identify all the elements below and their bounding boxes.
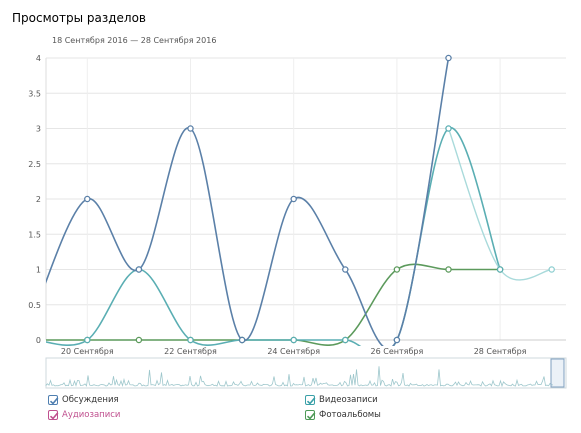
checkbox-audio[interactable] (48, 410, 59, 420)
legend: Обсуждения Видеозаписи Аудиозаписи Фотоа… (46, 393, 566, 427)
series-line-faded (447, 128, 552, 281)
check-icon (49, 412, 59, 420)
data-point (445, 54, 452, 62)
navigator-selection-handle (550, 358, 565, 388)
data-point (187, 125, 194, 132)
chart-title: Просмотры разделов (12, 11, 146, 25)
legend-item-discussions[interactable]: Обсуждения (48, 395, 119, 405)
check-icon (306, 397, 316, 405)
data-point (135, 266, 143, 273)
check-icon (49, 397, 59, 405)
legend-label-discussions: Обсуждения (62, 395, 119, 405)
legend-item-photos[interactable]: Фотоальбомы (305, 410, 381, 420)
data-point (290, 336, 297, 344)
legend-label-photos: Фотоальбомы (319, 410, 381, 420)
data-point (342, 266, 349, 273)
y-tick-label: 3 (36, 125, 41, 134)
data-point (393, 336, 401, 344)
legend-label-videos: Видеозаписи (319, 395, 378, 405)
series-line (46, 127, 501, 346)
data-point (238, 336, 246, 344)
navigator-sparkline (45, 366, 553, 388)
x-tick-label: 24 Сентября (267, 347, 320, 356)
data-point (548, 266, 555, 273)
data-point (342, 336, 349, 344)
y-tick-label: 2.5 (28, 160, 41, 169)
data-point (135, 336, 143, 344)
checkbox-discussions[interactable] (48, 395, 59, 405)
checkbox-photos[interactable] (305, 410, 316, 420)
data-point (84, 336, 91, 344)
y-tick-label: 0.5 (28, 301, 41, 310)
legend-item-videos[interactable]: Видеозаписи (305, 395, 378, 405)
x-tick-label: 20 Сентября (61, 347, 114, 356)
legend-label-audio: Аудиозаписи (62, 410, 121, 420)
legend-item-audio[interactable]: Аудиозаписи (48, 410, 120, 420)
data-point (290, 195, 297, 203)
x-tick-label: 22 Сентября (164, 347, 217, 356)
check-icon (306, 412, 316, 420)
checkbox-videos[interactable] (305, 395, 316, 405)
data-point (445, 125, 452, 132)
y-tick-label: 0 (36, 336, 41, 345)
y-tick-label: 3.5 (28, 89, 41, 98)
y-tick-label: 4 (36, 54, 41, 63)
x-tick-label: 26 Сентября (371, 347, 424, 356)
y-tick-label: 1 (36, 266, 41, 275)
data-point (84, 195, 91, 203)
data-point (187, 336, 194, 344)
data-point (445, 266, 452, 273)
x-tick-label: 28 Сентября (474, 347, 527, 356)
data-point (496, 266, 504, 273)
date-range: 18 Сентября 2016 — 28 Сентября 2016 (52, 36, 217, 45)
navigator (45, 357, 567, 389)
y-tick-label: 2 (36, 195, 41, 204)
data-point (393, 266, 401, 273)
y-tick-label: 1.5 (28, 230, 41, 239)
